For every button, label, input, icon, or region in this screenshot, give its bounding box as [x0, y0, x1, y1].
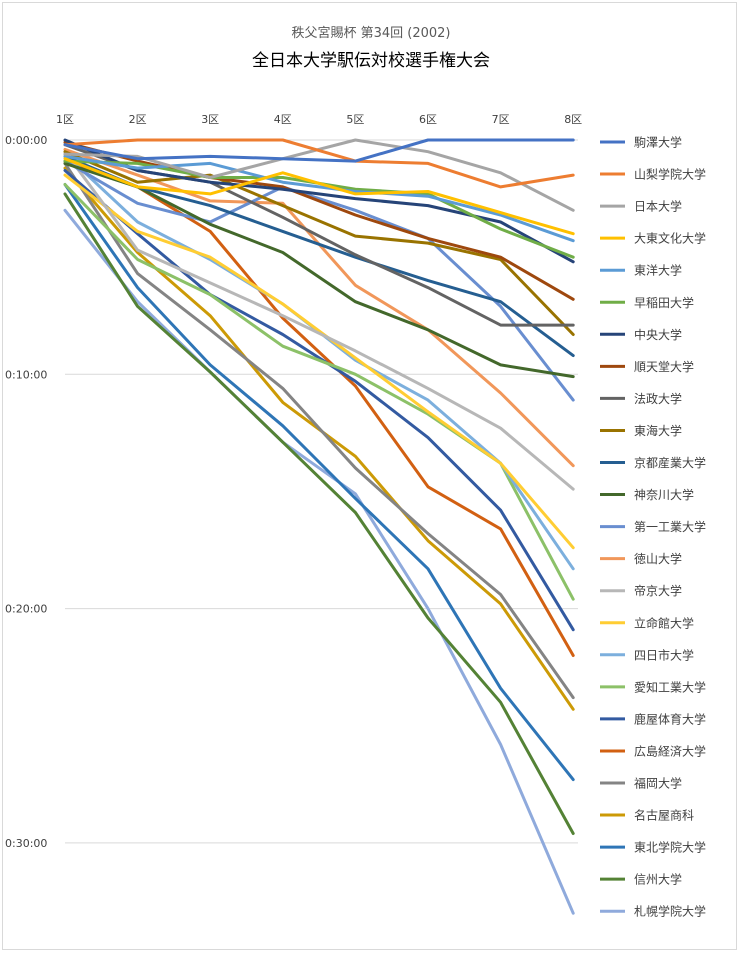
- legend-label: 東海大学: [634, 423, 682, 438]
- legend-label: 東北学院大学: [634, 840, 706, 855]
- legend-label: 日本大学: [634, 199, 682, 214]
- legend-label: 大東文化大学: [634, 231, 706, 246]
- series-line-8: [63, 140, 575, 301]
- series-line-14: [63, 147, 575, 468]
- series-line-22: [63, 166, 575, 711]
- legend-label: 札幌学院大学: [634, 904, 706, 919]
- chart-title: 全日本大学駅伝対校選手権大会: [252, 51, 490, 71]
- series-line-25: [63, 208, 575, 915]
- legend-label: 東洋大学: [634, 263, 682, 278]
- series-line-13: [63, 159, 575, 402]
- legend-label: 徳山大学: [634, 551, 682, 566]
- legend-label: 順天堂大学: [634, 359, 694, 374]
- x-tick-label: 8区: [564, 113, 582, 126]
- series-line-19: [63, 169, 575, 632]
- legend-label: 鹿屋体育大学: [634, 711, 706, 726]
- y-axis-ticks: 0:00:00 0:10:00 0:20:00 0:30:00: [5, 134, 47, 850]
- legend-label: 早稲田大学: [634, 295, 694, 310]
- legend-label: 中央大学: [634, 327, 682, 342]
- legend-label: 名古屋商科: [634, 808, 694, 823]
- x-tick-label: 3区: [201, 113, 219, 126]
- legend-label: 法政大学: [634, 391, 682, 406]
- x-tick-label: 6区: [419, 113, 437, 126]
- series-line-7: [63, 138, 575, 264]
- legend-label: 愛知工業大学: [634, 679, 706, 694]
- series-line-21: [63, 161, 575, 700]
- legend-label: 帝京大学: [634, 583, 682, 598]
- series-line-12: [63, 161, 575, 379]
- x-tick-label: 7区: [492, 113, 510, 126]
- y-tick-label: 0:00:00: [5, 134, 47, 147]
- series-line-4: [63, 157, 575, 236]
- legend-label: 広島経済大学: [634, 743, 706, 758]
- series-line-11: [63, 154, 575, 358]
- legend-label: 信州大学: [634, 872, 682, 887]
- series-line-23: [63, 183, 575, 782]
- legend-label: 第一工業大学: [634, 519, 706, 534]
- legend-label: 駒澤大学: [634, 135, 682, 150]
- series-line-5: [63, 154, 575, 243]
- chart-subtitle: 秩父宮賜杯 第34回 (2002): [291, 25, 450, 41]
- series-line-1: [63, 138, 575, 163]
- x-tick-label: 4区: [274, 113, 292, 126]
- legend-label: 京都産業大学: [634, 455, 706, 470]
- legend-label: 四日市大学: [634, 647, 694, 662]
- legend-label: 立命館大学: [634, 615, 694, 630]
- x-tick-label: 5区: [346, 113, 364, 126]
- x-tick-label: 2区: [129, 113, 147, 126]
- series-line-10: [63, 150, 575, 336]
- series-line-16: [63, 173, 575, 550]
- y-tick-label: 0:10:00: [5, 368, 47, 381]
- legend-label: 山梨学院大学: [634, 167, 706, 182]
- y-tick-label: 0:20:00: [5, 603, 47, 616]
- chart-svg: 秩父宮賜杯 第34回 (2002) 全日本大学駅伝対校選手権大会 0:00:00…: [5, 25, 706, 919]
- y-tick-label: 0:30:00: [5, 837, 47, 850]
- series-lines: [63, 138, 575, 915]
- series-line-24: [63, 192, 575, 835]
- x-axis-ticks: 1区 2区 3区 4区 5区 6区 7区 8区: [56, 113, 582, 126]
- legend: 駒澤大学山梨学院大学日本大学大東文化大学東洋大学早稲田大学中央大学順天堂大学法政…: [600, 135, 706, 919]
- legend-label: 福岡大学: [634, 776, 682, 791]
- legend-label: 神奈川大学: [634, 487, 694, 502]
- x-tick-label: 1区: [56, 113, 74, 126]
- series-line-18: [63, 183, 575, 601]
- series-line-2: [63, 138, 575, 189]
- series-line-15: [63, 150, 575, 491]
